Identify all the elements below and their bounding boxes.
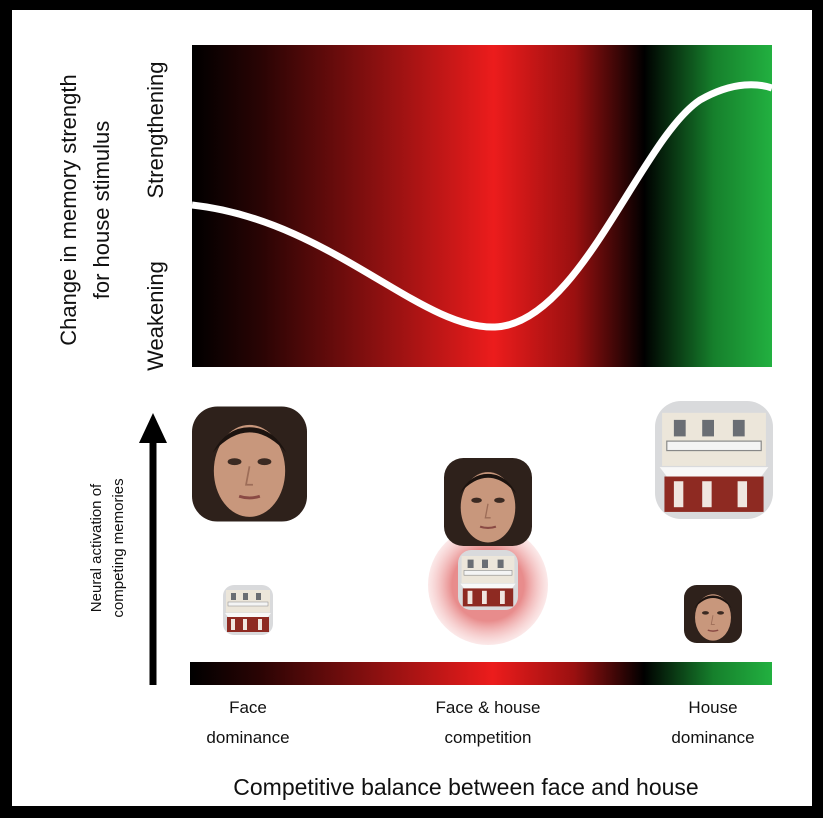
x-axis-title: Competitive balance between face and hou… bbox=[233, 774, 698, 800]
house-image bbox=[223, 585, 273, 635]
group-label: dominance bbox=[206, 728, 289, 747]
house-image bbox=[458, 550, 518, 610]
y-axis-label: Change in memory strength bbox=[56, 74, 81, 345]
group-label: House bbox=[688, 698, 737, 717]
weakening-label: Weakening bbox=[143, 261, 168, 371]
side-axis-label: competing memories bbox=[110, 478, 127, 617]
side-axis-label: Neural activation of bbox=[88, 483, 105, 612]
group-label: Face & house bbox=[436, 698, 541, 717]
balance-panel bbox=[192, 45, 772, 367]
group-label: dominance bbox=[671, 728, 754, 747]
house-image bbox=[655, 401, 773, 519]
group-label: Face bbox=[229, 698, 267, 717]
balance-bar bbox=[190, 662, 772, 685]
face-image bbox=[192, 407, 307, 522]
face-image bbox=[444, 458, 532, 546]
figure: Change in memory strength for house stim… bbox=[0, 0, 823, 818]
strengthening-label: Strengthening bbox=[143, 62, 168, 199]
group-label: competition bbox=[445, 728, 532, 747]
face-image bbox=[684, 585, 742, 643]
y-axis-label: for house stimulus bbox=[89, 121, 114, 300]
